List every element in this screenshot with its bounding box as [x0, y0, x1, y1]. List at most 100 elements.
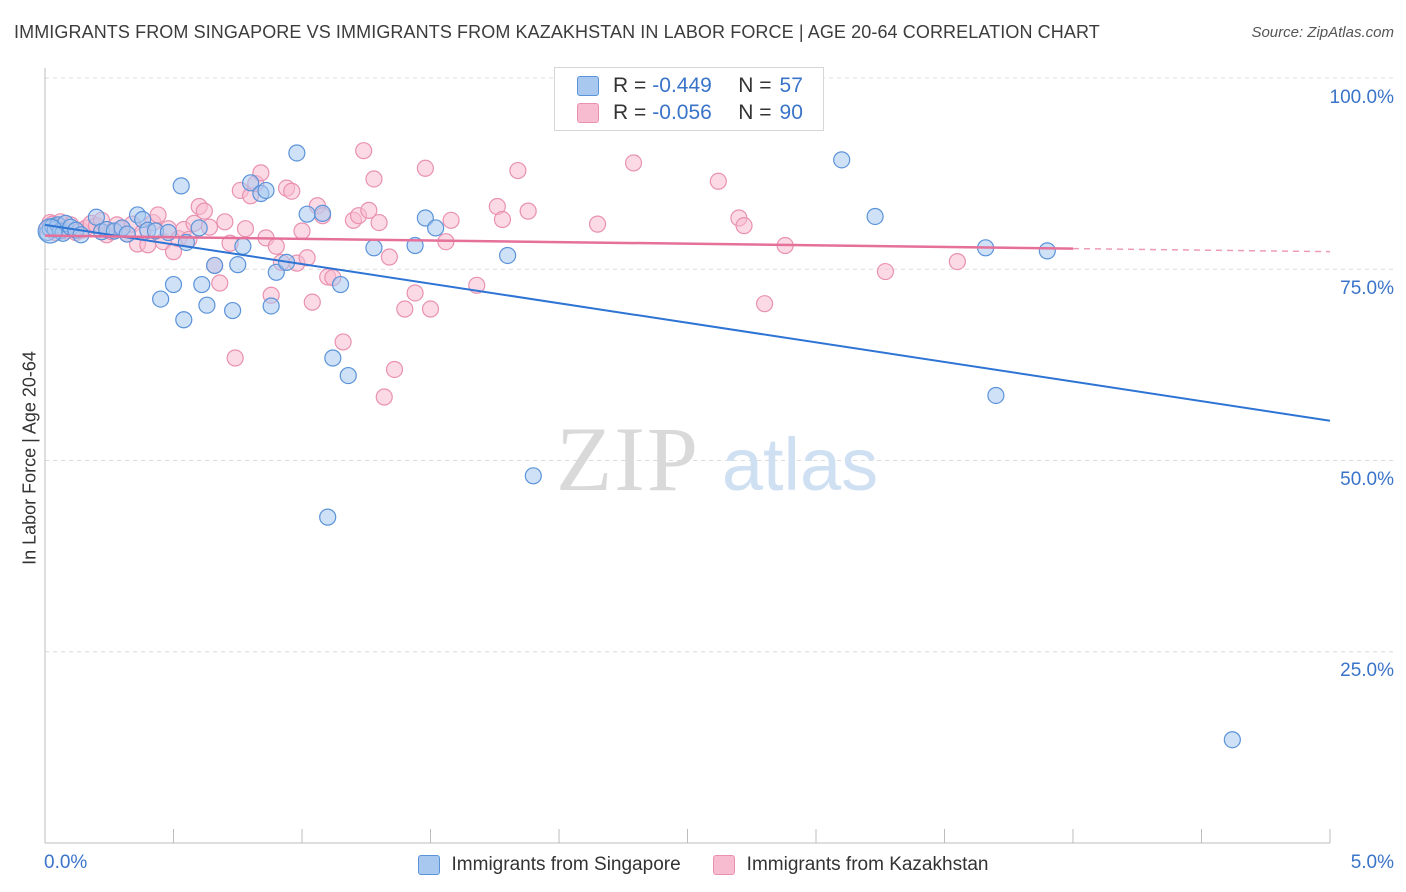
- legend-row-kazakhstan: R = -0.056 N = 90: [577, 100, 803, 126]
- y-tick-label: 75.0%: [1340, 278, 1394, 299]
- singapore-point: [164, 275, 183, 294]
- kazakhstan-point: [355, 142, 373, 160]
- singapore-swatch: [577, 76, 599, 96]
- r-value: -0.056: [652, 101, 712, 124]
- singapore-point: [175, 311, 193, 329]
- kazakhstan-point: [334, 333, 352, 351]
- singapore-point: [152, 290, 170, 308]
- singapore-point: [833, 151, 851, 169]
- r-label: R =: [613, 101, 647, 124]
- kazakhstan-swatch: [577, 103, 599, 123]
- singapore-point: [242, 174, 260, 192]
- series-legend: Immigrants from Singapore Immigrants fro…: [0, 852, 1406, 878]
- r-value: -0.449: [652, 74, 712, 97]
- kazakhstan-point: [948, 253, 966, 271]
- singapore-point: [193, 275, 211, 294]
- kazakhstan-point: [421, 300, 440, 318]
- kazakhstan-point: [236, 220, 255, 238]
- singapore-point: [427, 219, 445, 237]
- chart-title: IMMIGRANTS FROM SINGAPORE VS IMMIGRANTS …: [14, 22, 1100, 42]
- kazakhstan-point: [735, 217, 753, 235]
- kazakhstan-point: [149, 206, 167, 224]
- singapore-trend-line: [44, 223, 1331, 422]
- kazakhstan-point: [211, 274, 229, 292]
- kazakhstan-point: [755, 295, 774, 313]
- kazakhstan-point: [252, 164, 270, 182]
- kazakhstan-point: [442, 211, 460, 229]
- singapore-point: [987, 386, 1005, 405]
- kazakhstan-point: [588, 215, 607, 233]
- kazakhstan-point: [293, 222, 311, 240]
- axes: [44, 68, 1331, 844]
- legend-item-singapore: Immigrants from Singapore: [417, 854, 681, 876]
- n-label: N =: [738, 101, 772, 124]
- singapore-point: [319, 508, 337, 526]
- n-value: 57: [779, 74, 803, 97]
- singapore-point: [499, 246, 517, 265]
- kazakhstan-point: [375, 388, 393, 406]
- singapore-point: [190, 219, 208, 237]
- kazakhstan-swatch: [712, 855, 735, 875]
- x-tick-label: 5.0%: [1350, 852, 1394, 873]
- singapore-point: [198, 296, 216, 314]
- legend-label: Immigrants from Kazakhstan: [746, 854, 989, 875]
- kazakhstan-point: [385, 360, 404, 379]
- kazakhstan-point: [380, 248, 398, 266]
- trend-lines: [44, 223, 1331, 422]
- kazakhstan-point: [365, 170, 383, 188]
- legend: R = -0.449 N = 57 R = -0.056 N = 90: [554, 67, 824, 131]
- y-tick-label: 25.0%: [1340, 660, 1394, 681]
- singapore-point: [1038, 242, 1056, 260]
- watermark-zip: ZIP: [556, 408, 700, 510]
- y-tick-label: 100.0%: [1329, 87, 1394, 108]
- watermark: ZIP atlas: [556, 408, 878, 510]
- r-label: R =: [613, 74, 647, 97]
- singapore-point: [229, 256, 247, 274]
- kazakhstan-point: [519, 202, 537, 220]
- singapore-swatch: [417, 855, 440, 875]
- singapore-point: [172, 177, 190, 195]
- singapore-point: [1223, 731, 1241, 749]
- singapore-point: [324, 349, 342, 367]
- x-tick-label: 0.0%: [44, 852, 88, 873]
- singapore-point: [234, 237, 252, 255]
- singapore-point: [37, 218, 63, 244]
- singapore-point: [298, 205, 316, 223]
- singapore-point: [224, 301, 242, 320]
- singapore-point: [118, 225, 136, 243]
- kazakhstan-point: [709, 172, 727, 190]
- kazakhstan-point: [370, 213, 388, 232]
- source-label: Source: ZipAtlas.com: [1251, 24, 1394, 41]
- singapore-point: [313, 204, 332, 223]
- y-tick-label: 50.0%: [1340, 469, 1394, 490]
- kazakhstan-point: [267, 237, 285, 255]
- singapore-point: [339, 366, 357, 385]
- singapore-point: [524, 467, 542, 485]
- kazakhstan-point: [509, 161, 527, 180]
- grid-lines: [45, 77, 1394, 653]
- kazakhstan-point: [876, 262, 894, 281]
- kazakhstan-trend-line: [44, 234, 1074, 250]
- singapore-point: [365, 239, 383, 257]
- y-axis-label: In Labor Force | Age 20-64: [19, 351, 40, 565]
- singapore-point: [331, 275, 350, 294]
- kazakhstan-point: [283, 182, 301, 200]
- kazakhstan-trend-extension: [1072, 247, 1331, 253]
- n-label: N =: [738, 74, 772, 97]
- watermark-atlas: atlas: [722, 423, 878, 506]
- legend-label: Immigrants from Singapore: [451, 854, 681, 875]
- kazakhstan-point: [360, 201, 378, 219]
- legend-row-singapore: R = -0.449 N = 57: [577, 73, 803, 99]
- n-value: 90: [779, 101, 803, 124]
- singapore-point: [262, 297, 280, 315]
- kazakhstan-point: [624, 154, 643, 172]
- singapore-point: [267, 263, 285, 281]
- kazakhstan-point: [416, 159, 434, 177]
- singapore-point: [257, 181, 275, 200]
- singapore-point: [866, 207, 884, 226]
- kazakhstan-point: [493, 210, 512, 229]
- singapore-points: [37, 144, 1241, 749]
- kazakhstan-point: [226, 349, 244, 367]
- singapore-point: [288, 144, 306, 162]
